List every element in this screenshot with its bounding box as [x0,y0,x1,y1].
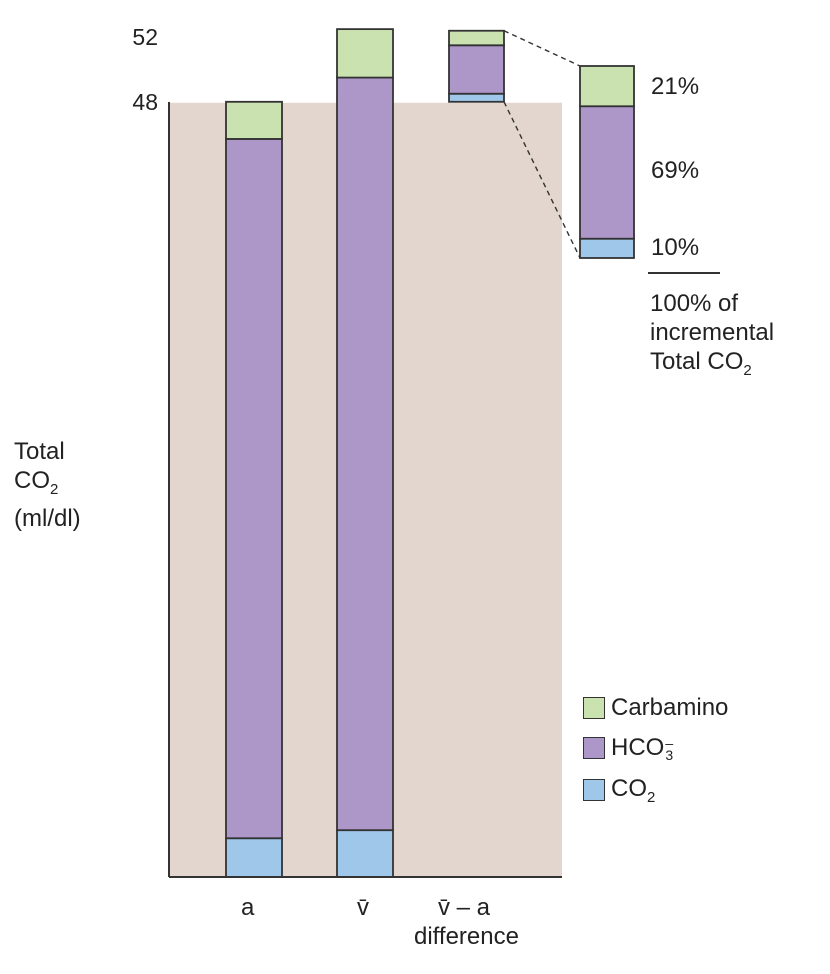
bar-v-bar-carbamino [336,28,394,79]
y-axis-label: Total CO2 (ml/dl) [14,437,81,533]
x-label-difference: v̄ – a difference [414,893,519,951]
axes [168,102,562,878]
bar-difference-carbamino [448,29,505,47]
bar-v-bar-hco3 [336,76,394,832]
legend-swatch-carbamino [583,697,605,719]
breakdown-label-hco3: 69% [651,157,700,184]
x-label-difference-line2: difference [414,923,519,950]
bar-a-co2 [225,837,283,878]
y-tick-label-52: 52 [132,24,158,50]
bar-v-bar-co2 [336,829,394,878]
x-label-v-bar: v̄ [357,894,369,921]
x-label-difference-line1: v̄ – a [437,894,491,921]
legend-label-co2: CO2 [611,774,656,806]
breakdown-total-line2: incremental [650,319,775,346]
breakdown-label-carbamino: 21% [651,73,700,100]
breakdown-label-co2: 10% [651,234,700,261]
zoom-connector-bottom [503,101,581,259]
zoom-connector-top [503,30,581,67]
breakdown-total-line1: 100% of [650,290,739,317]
breakdown-total-line3: Total CO2 [650,348,752,379]
y-axis-label-line2: CO2 [14,467,59,498]
y-axis-label-line3: (ml/dl) [14,504,81,532]
legend-item-hco3: HCO –3 [583,734,673,762]
y-axis-label-line1: Total [14,438,65,465]
bar-a-carbamino [225,100,283,140]
legend-label-hco3-sup: – [665,734,674,751]
legend-item-carbamino: Carbamino [583,694,728,722]
legend-label-carbamino: Carbamino [611,694,729,721]
bar-difference-hco3 [448,44,505,95]
breakdown-total-rule [648,272,720,274]
bar-difference-co2 [448,92,505,103]
bar-a-hco3 [225,138,283,840]
legend-swatch-co2 [583,779,605,801]
breakdown-segment-hco3 [579,105,635,240]
y-tick-labels: 48 52 [132,24,158,115]
legend-swatch-hco3 [583,737,605,759]
bars [225,28,505,878]
breakdown-total-label: 100% of incremental Total CO2 [650,289,774,385]
legend-label-hco3: HCO –3 [611,734,674,763]
breakdown-segment-co2 [579,237,635,259]
legend-item-co2: CO2 [583,774,656,806]
y-tick-label-48: 48 [132,89,158,115]
legend-label-hco3-sub: 3 [665,746,674,763]
breakdown-segment-carbamino [579,65,635,108]
x-label-a: a [241,894,255,921]
zoom-breakdown-bar [503,30,635,259]
